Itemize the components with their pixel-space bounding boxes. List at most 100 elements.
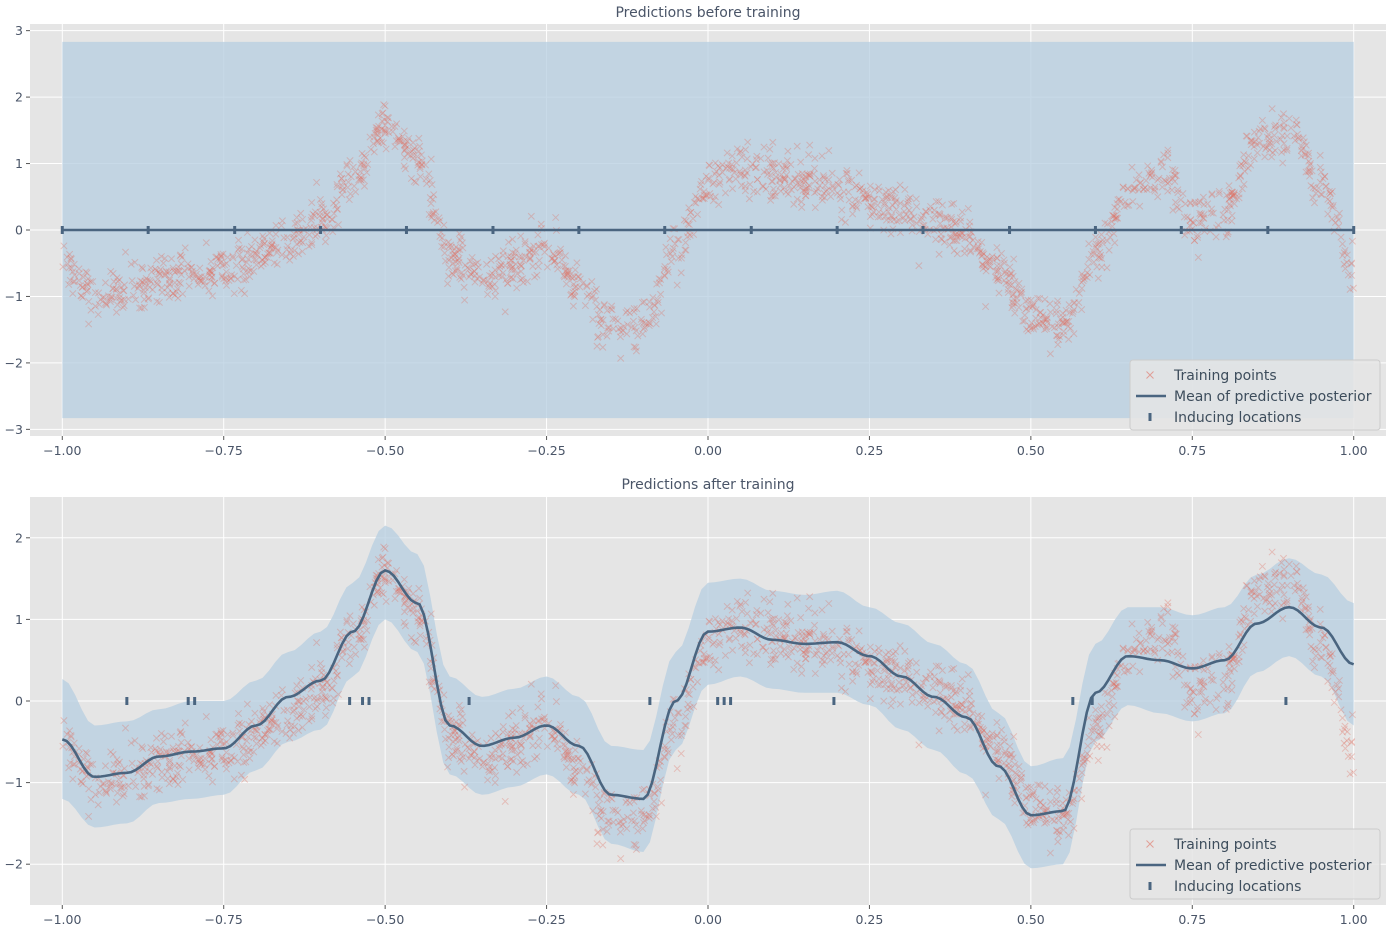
training-point bbox=[1055, 816, 1063, 824]
training-point bbox=[1013, 294, 1021, 302]
training-point bbox=[587, 780, 596, 789]
training-point bbox=[220, 275, 228, 283]
training-point bbox=[1059, 313, 1067, 321]
training-point bbox=[1317, 190, 1325, 198]
training-point bbox=[553, 261, 561, 269]
training-point bbox=[104, 778, 112, 786]
training-point bbox=[434, 218, 442, 226]
training-point bbox=[753, 152, 761, 160]
training-point bbox=[571, 779, 579, 787]
training-point bbox=[763, 624, 771, 632]
training-point bbox=[534, 717, 542, 725]
training-point bbox=[1095, 239, 1103, 247]
training-point bbox=[630, 840, 638, 849]
training-point bbox=[904, 659, 913, 667]
training-point bbox=[497, 261, 506, 269]
training-point bbox=[169, 264, 177, 272]
training-point bbox=[1132, 176, 1140, 184]
training-point bbox=[1114, 682, 1122, 691]
training-point bbox=[1318, 654, 1326, 662]
training-point bbox=[611, 806, 619, 814]
training-point bbox=[946, 241, 954, 249]
training-point bbox=[1015, 279, 1023, 287]
training-point bbox=[881, 212, 889, 220]
training-point bbox=[77, 291, 85, 300]
training-point bbox=[609, 315, 617, 323]
training-point bbox=[569, 288, 577, 297]
training-point bbox=[323, 683, 331, 692]
training-point bbox=[1278, 581, 1286, 589]
training-point bbox=[118, 783, 126, 791]
training-point bbox=[660, 265, 668, 273]
training-point bbox=[1039, 319, 1047, 327]
training-point bbox=[888, 681, 896, 689]
training-point bbox=[966, 233, 974, 241]
training-point bbox=[1011, 309, 1019, 317]
training-point bbox=[818, 656, 826, 664]
training-point bbox=[637, 807, 645, 815]
training-point bbox=[1005, 760, 1013, 768]
training-point bbox=[381, 576, 389, 585]
training-point bbox=[1199, 682, 1207, 690]
training-point bbox=[383, 113, 392, 122]
chart-title-after-training: Predictions after training bbox=[621, 477, 794, 493]
training-point bbox=[875, 183, 883, 191]
training-point bbox=[1060, 812, 1068, 820]
training-point bbox=[1301, 605, 1309, 613]
training-point bbox=[752, 620, 760, 628]
training-point bbox=[844, 635, 853, 643]
training-point bbox=[605, 324, 613, 332]
training-point bbox=[1135, 186, 1143, 194]
training-point bbox=[495, 732, 503, 740]
training-point bbox=[1187, 684, 1195, 692]
training-point bbox=[552, 213, 560, 222]
training-point bbox=[441, 249, 449, 257]
training-point bbox=[890, 684, 898, 693]
training-point bbox=[282, 252, 290, 261]
training-point bbox=[538, 241, 546, 249]
y-tick-label: 3 bbox=[15, 23, 23, 38]
training-point bbox=[1324, 195, 1332, 203]
training-point bbox=[504, 762, 512, 770]
training-point bbox=[238, 743, 246, 751]
training-point bbox=[828, 649, 836, 657]
training-point bbox=[158, 288, 166, 296]
training-point bbox=[548, 255, 556, 263]
training-point bbox=[675, 709, 683, 717]
training-point bbox=[821, 175, 829, 184]
training-point bbox=[114, 277, 122, 286]
inducing-marker bbox=[361, 697, 365, 705]
training-point bbox=[1121, 198, 1129, 206]
training-point bbox=[375, 122, 383, 130]
training-point bbox=[132, 783, 140, 791]
training-point bbox=[124, 295, 132, 303]
training-point bbox=[309, 210, 317, 218]
training-point bbox=[234, 245, 242, 254]
training-point bbox=[257, 741, 265, 749]
training-point bbox=[403, 150, 411, 158]
training-point bbox=[802, 646, 811, 654]
training-point bbox=[1255, 127, 1263, 135]
training-point bbox=[120, 296, 129, 304]
training-point bbox=[1029, 790, 1037, 798]
training-point bbox=[413, 607, 421, 615]
training-point bbox=[806, 630, 814, 638]
training-point bbox=[1039, 311, 1047, 319]
training-point bbox=[1010, 295, 1018, 303]
training-point bbox=[716, 638, 724, 646]
training-point bbox=[565, 747, 573, 755]
training-point bbox=[1036, 798, 1044, 806]
training-point bbox=[381, 126, 389, 134]
training-point bbox=[895, 211, 903, 219]
training-point bbox=[962, 696, 970, 704]
training-point bbox=[1124, 646, 1132, 654]
training-point bbox=[165, 268, 173, 276]
training-point bbox=[673, 765, 681, 773]
training-point bbox=[798, 669, 806, 677]
training-point bbox=[874, 681, 882, 689]
training-point bbox=[1041, 819, 1049, 827]
training-point bbox=[425, 170, 433, 178]
training-point bbox=[1177, 196, 1185, 204]
training-point bbox=[207, 759, 215, 767]
legend-label: Training points bbox=[1173, 368, 1277, 384]
